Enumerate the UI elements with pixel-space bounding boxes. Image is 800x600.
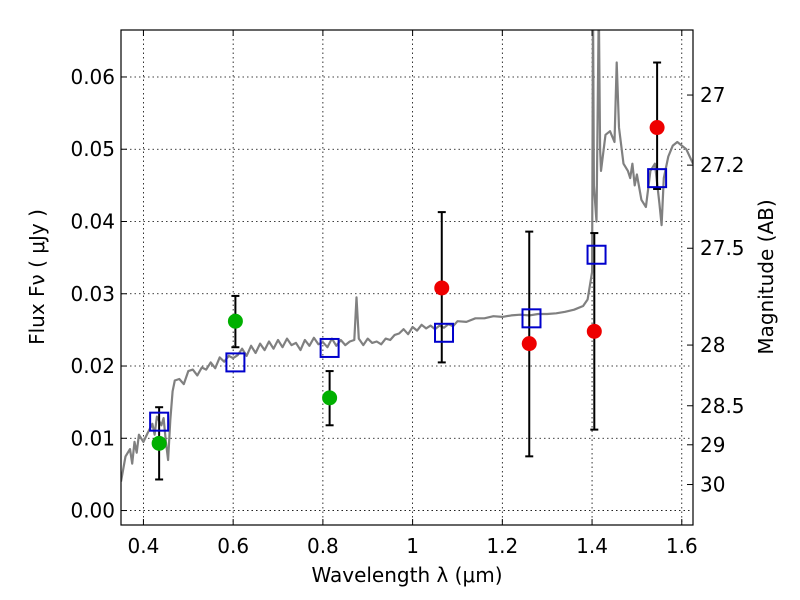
y-tick-label: 0.03: [70, 282, 115, 306]
y-tick-label: 0.01: [70, 426, 115, 450]
red-photometry-point: [434, 280, 450, 296]
x-tick-label: 1.4: [576, 534, 608, 558]
x-axis-label: Wavelength λ (μm): [311, 563, 502, 587]
y2-tick-label: 27.2: [700, 153, 745, 177]
model-spectrum-line: [121, 30, 693, 482]
x-tick-label: 0.4: [128, 534, 160, 558]
y2-axis-label: Magnitude (AB): [754, 199, 778, 354]
observed-photometry-points: [151, 120, 665, 451]
model-spectrum-layer: [121, 30, 693, 482]
model-square-point: [521, 308, 542, 329]
y-tick-label: 0.06: [70, 65, 115, 89]
model-square-point: [434, 322, 455, 343]
y2-tick-label: 27.5: [700, 236, 745, 260]
y2-tick-label: 27: [700, 83, 725, 107]
x-tick-label: 1: [406, 534, 419, 558]
y-tick-label: 0.00: [70, 499, 115, 523]
green-photometry-point: [151, 435, 167, 451]
y2-tick-label: 28: [700, 333, 725, 357]
y-axis-label: Flux Fν ( μJy ): [25, 209, 49, 345]
error-bars: [155, 61, 662, 481]
model-photometry-squares: [149, 168, 668, 432]
x-tick-label: 0.6: [217, 534, 249, 558]
y-tick-label: 0.04: [70, 209, 115, 233]
model-square-point: [647, 168, 668, 189]
y2-tick-label: 28.5: [700, 394, 745, 418]
red-photometry-point: [521, 336, 537, 352]
y2-tick-label: 29: [700, 433, 725, 457]
y-tick-label: 0.05: [70, 137, 115, 161]
y2-tick-label: 30: [700, 473, 725, 497]
x-tick-label: 0.8: [307, 534, 339, 558]
model-square-point: [319, 337, 340, 358]
axis-ticks: 0.4 0.6 0.8 1 1.2 1.4 1.6 0.00 0.01 0.02 0.03 0.04 0…: [70, 30, 745, 558]
y-tick-label: 0.02: [70, 354, 115, 378]
x-tick-label: 1.2: [486, 534, 518, 558]
green-photometry-point: [322, 390, 338, 406]
model-square-point: [225, 352, 246, 373]
grid: [121, 30, 693, 525]
green-photometry-point: [227, 313, 243, 329]
model-square-point: [586, 244, 607, 265]
x-tick-label: 1.6: [666, 534, 698, 558]
red-photometry-point: [649, 120, 665, 136]
model-square-point: [149, 411, 170, 432]
plot-frame: [120, 29, 694, 526]
red-photometry-point: [586, 323, 602, 339]
